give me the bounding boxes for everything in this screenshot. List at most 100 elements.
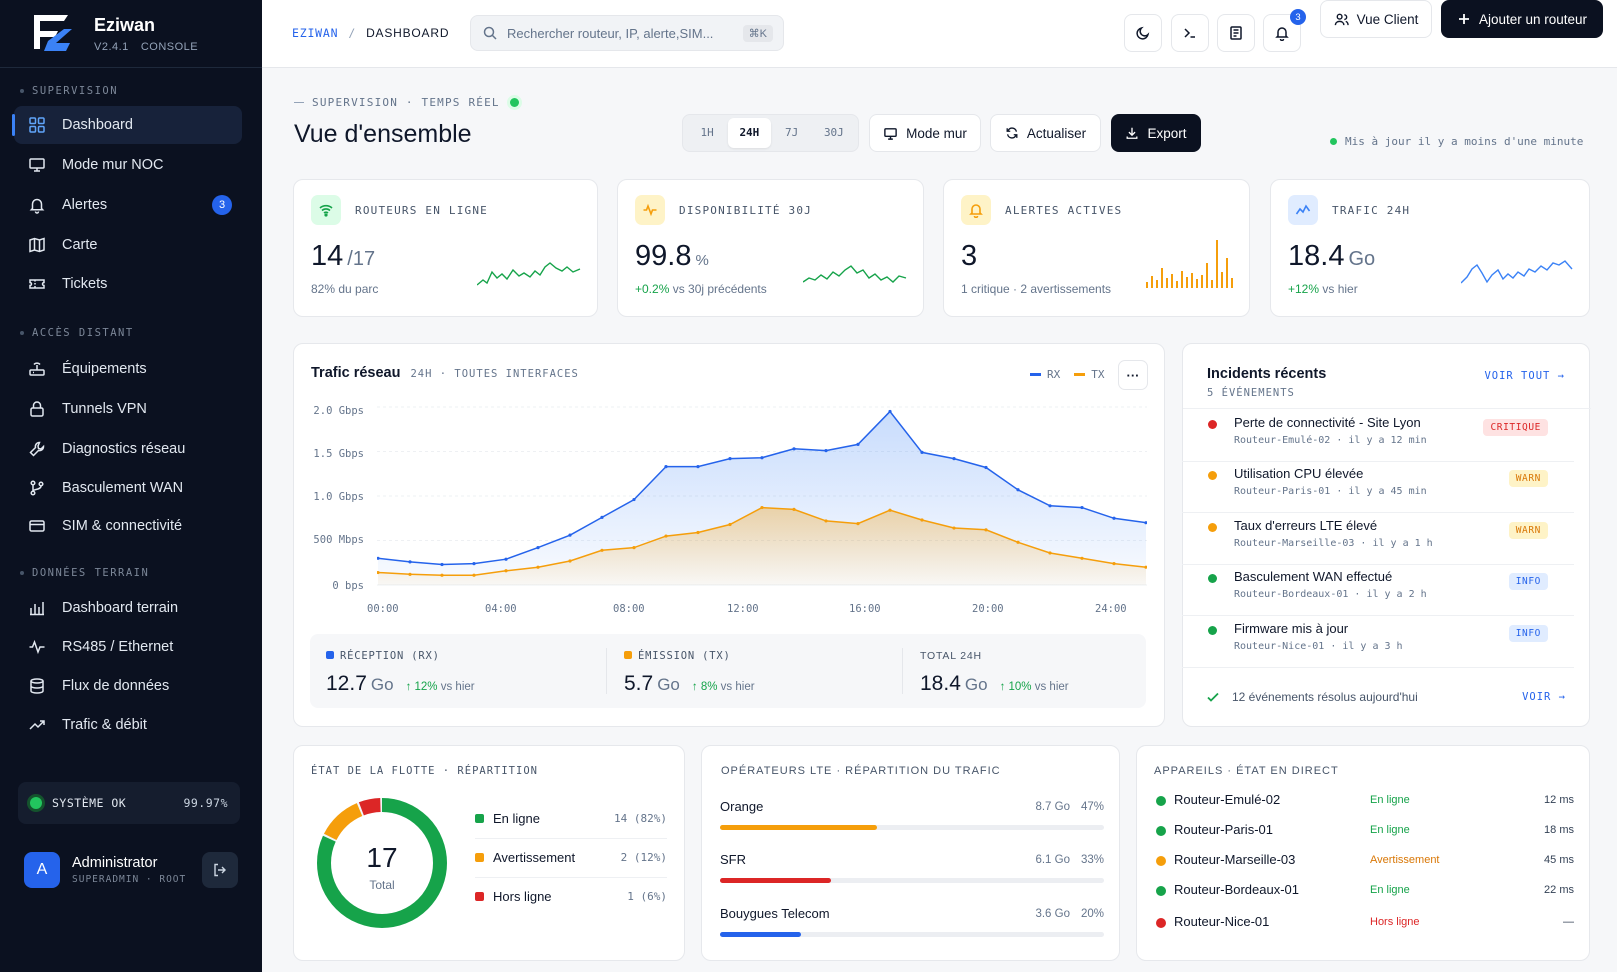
sidebar-item-tunnels-vpn[interactable]: Tunnels VPN [14,390,242,428]
download-icon [1127,127,1138,139]
kpi-card-alerts[interactable]: ALERTES ACTIVES 3 1 critique · 2 avertis… [943,179,1250,317]
incident-row[interactable]: Firmware mis à jour Routeur-Nice-01 · il… [1182,617,1574,668]
divider [475,877,667,878]
kpi-card-traffic[interactable]: TRAFIC 24H 18.4 Go +12% vs hier [1270,179,1590,317]
device-state: En ligne [1370,794,1410,806]
sidebar-item-equipements[interactable]: Équipements [14,350,242,388]
kpi-card-routers[interactable]: ROUTEURS EN LIGNE 14/17 82% du parc [293,179,598,317]
device-row[interactable]: Routeur-Nice-01 Hors ligne — [1154,908,1574,938]
range-7j[interactable]: 7J [785,126,799,139]
incident-row[interactable]: Perte de connectivité - Site Lyon Routeu… [1182,411,1574,462]
breadcrumb-root[interactable]: EZIWAN [292,26,339,40]
resolved-row: 12 événements résolus aujourd'hui VOIR → [1206,688,1566,706]
breadcrumb-current: DASHBOARD [366,26,450,40]
rx-point [1144,521,1147,525]
fleet-donut-chart[interactable] [314,795,450,931]
user-role: SUPERADMIN · ROOT [72,874,187,885]
incident-row[interactable]: Taux d'erreurs LTE élevé Routeur-Marseil… [1182,514,1574,565]
kpi-label: ROUTEURS EN LIGNE [355,204,488,217]
client-view-button[interactable]: Vue Client [1320,0,1432,38]
refresh-button[interactable]: Actualiser [990,114,1101,152]
operator-name: Orange [720,799,764,814]
logout-button[interactable] [202,852,238,888]
activity-icon [635,195,665,225]
incident-row[interactable]: Basculement WAN effectué Routeur-Bordeau… [1182,565,1574,616]
live-dot [1330,138,1337,145]
operator-bar-fill [720,878,832,883]
search-input[interactable]: Rechercher routeur, IP, alerte,SIM... ⌘K [470,15,784,51]
device-name: Routeur-Marseille-03 [1174,852,1296,867]
range-1h[interactable]: 1H [700,126,714,139]
severity-badge: WARN [1508,470,1548,487]
add-router-button[interactable]: Ajouter un routeur [1441,0,1603,38]
legend-swatch [475,814,484,823]
kpi-value: 14/17 [311,240,375,273]
section-title-donnees-terrain: DONNÉES TERRAIN [20,567,149,579]
sidebar-item-tickets[interactable]: Tickets [14,265,242,303]
device-row[interactable]: Routeur-Emulé-02 En ligne 12 ms [1154,786,1574,816]
operator-bar-track [720,932,1104,937]
export-button[interactable]: Export [1111,114,1201,152]
rx-point [1112,516,1116,520]
y-tick: 2.0 Gbps [313,405,364,417]
tx-area [378,507,1146,585]
device-row[interactable]: Routeur-Paris-01 En ligne 18 ms [1154,816,1574,846]
legend-rx: RX [1030,368,1060,381]
kpi-value: 18.4 Go [1288,240,1375,273]
notifications-button[interactable]: 3 [1263,9,1306,52]
user-profile[interactable]: A Administrator SUPERADMIN · ROOT [24,850,238,890]
tx-point [568,559,572,563]
x-tick: 12:00 [727,603,759,615]
sidebar-item-basculement-wan[interactable]: Basculement WAN [14,469,242,507]
last-updated: Mis à jour il y a moins d'une minute [1330,135,1583,148]
docs-button[interactable] [1217,14,1255,52]
stat-number: 5.7 [624,672,654,695]
severity-badge: INFO [1508,573,1548,590]
kpi-card-availability[interactable]: DISPONIBILITÉ 30J 99.8% +0.2% vs 30j pré… [617,179,924,317]
stat-unit: Go [964,675,988,694]
fleet-card: ÉTAT DE LA FLOTTE · RÉPARTITION [293,745,685,961]
kpi-sub: 1 critique · 2 avertissements [961,282,1112,296]
incident-meta: Routeur-Paris-01 · il y a 45 min [1234,486,1427,497]
legend-swatch [475,853,484,862]
sidebar-item-rs485[interactable]: RS485 / Ethernet [14,628,242,666]
sidebar-item-alertes[interactable]: Alertes 3 [14,186,242,224]
device-row[interactable]: Routeur-Marseille-03 Avertissement 45 ms [1154,846,1574,876]
wall-mode-button[interactable]: Mode mur [869,114,981,152]
sidebar-item-trafic-debit[interactable]: Trafic & débit [14,706,242,744]
bell-icon [29,198,45,214]
rx-point [728,457,732,461]
more-options-button[interactable]: ··· [1118,360,1148,390]
rx-point [952,457,956,461]
y-tick: 1.0 Gbps [313,491,364,503]
brand[interactable]: Eziwan V2.4.1 CONSOLE [0,0,262,68]
tx-point [440,573,444,577]
rx-point [1048,504,1052,508]
sidebar-item-mode-mur-noc[interactable]: Mode mur NOC [14,146,242,184]
traffic-chart[interactable] [377,405,1147,587]
range-24h[interactable]: 24H [728,118,771,148]
see-all-link[interactable]: VOIR TOUT → [1484,370,1565,382]
devices-card: APPAREILS · ÉTAT EN DIRECT [1136,745,1590,961]
resolved-link[interactable]: VOIR → [1522,691,1566,703]
tx-point [856,521,860,526]
sidebar-item-sim[interactable]: SIM & connectivité [14,507,242,545]
sidebar-item-diagnostics[interactable]: Diagnostics réseau [14,430,242,468]
section-title-acces-distant: ACCÈS DISTANT [20,327,134,339]
sidebar-item-dashboard-terrain[interactable]: Dashboard terrain [14,589,242,627]
incident-row[interactable]: Utilisation CPU élevée Routeur-Paris-01 … [1182,462,1574,513]
range-30j[interactable]: 30J [823,126,844,139]
monitor-icon [884,127,897,140]
tx-point [696,530,700,535]
sidebar-item-flux-donnees[interactable]: Flux de données [14,667,242,705]
sidebar-item-dashboard[interactable]: Dashboard [12,106,242,144]
tx-point [377,570,380,575]
stat-number: 12.7 [326,672,367,695]
page-kicker-text: SUPERVISION · TEMPS RÉEL [312,96,500,109]
theme-toggle-button[interactable] [1124,14,1162,52]
device-row[interactable]: Routeur-Bordeaux-01 En ligne 22 ms [1154,876,1574,906]
rx-point [632,497,636,502]
terminal-button[interactable] [1171,14,1209,52]
eziwan-logo-icon [34,14,72,51]
sidebar-item-carte[interactable]: Carte [14,226,242,264]
